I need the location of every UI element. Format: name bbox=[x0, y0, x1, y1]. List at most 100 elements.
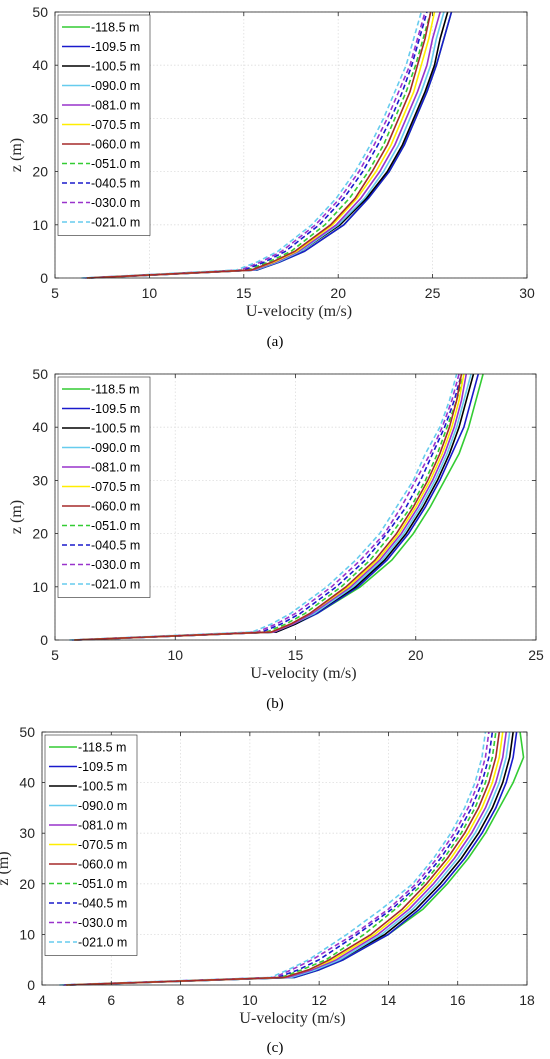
legend: -118.5 m -109.5 m -100.5 m -090.0 m -081.0 m… bbox=[57, 376, 151, 598]
x-tick-label: 15 bbox=[288, 647, 304, 663]
legend-label: -040.5 m bbox=[91, 539, 140, 553]
x-tick-label: 20 bbox=[330, 285, 346, 301]
x-axis-label: U-velocity (m/s) bbox=[246, 303, 352, 320]
legend-label: -030.0 m bbox=[91, 196, 140, 210]
series-line bbox=[81, 11, 423, 279]
series-line bbox=[66, 731, 501, 986]
chart-c: 4 6 8 10 12 14 16 18 0 10 20 30 40 50 U-velocity (m/s)… bbox=[0, 724, 535, 1056]
legend-label: -051.0 m bbox=[78, 877, 127, 891]
legend: -118.5 m -109.5 m -100.5 m -090.0 m -081.0 m… bbox=[44, 734, 138, 956]
y-tick-label: 40 bbox=[19, 775, 35, 791]
series-line bbox=[87, 11, 432, 279]
legend-label: -100.5 m bbox=[91, 60, 140, 74]
series-line bbox=[62, 731, 494, 986]
legend-label: -118.5 m bbox=[78, 741, 126, 755]
legend-label: -118.5 m bbox=[91, 21, 139, 35]
axes-box bbox=[54, 11, 528, 279]
legend-label: -070.5 m bbox=[91, 118, 140, 132]
y-tick-label: 20 bbox=[32, 164, 48, 180]
x-axis-label: U-velocity (m/s) bbox=[239, 1010, 345, 1027]
y-axis-label: z (m) bbox=[8, 138, 25, 172]
series-line bbox=[87, 11, 436, 279]
y-tick-label: 20 bbox=[19, 876, 35, 892]
series-line bbox=[76, 373, 468, 641]
legend-label: -100.5 m bbox=[78, 780, 127, 794]
series-lines bbox=[81, 11, 453, 279]
legend-label: -030.0 m bbox=[91, 558, 140, 572]
legend-label: -060.0 m bbox=[91, 138, 140, 152]
y-axis-label: z (m) bbox=[0, 851, 12, 885]
legend-label: -021.0 m bbox=[91, 216, 140, 230]
legend-label: -109.5 m bbox=[91, 402, 140, 416]
legend-label: -070.5 m bbox=[91, 480, 140, 494]
x-tick-label: 25 bbox=[528, 647, 544, 663]
legend-label: -040.5 m bbox=[91, 177, 140, 191]
legend-label: -060.0 m bbox=[91, 500, 140, 514]
legend-label: -060.0 m bbox=[78, 858, 127, 872]
legend-label: -081.0 m bbox=[78, 819, 127, 833]
y-tick-label: 20 bbox=[32, 526, 48, 542]
axes-box bbox=[41, 731, 528, 986]
series-line bbox=[76, 373, 475, 641]
series-line bbox=[66, 731, 497, 986]
legend-label: -090.0 m bbox=[78, 799, 127, 813]
y-tick-label: 10 bbox=[32, 217, 48, 233]
series-line bbox=[74, 373, 463, 641]
y-tick-label: 50 bbox=[19, 724, 35, 740]
y-tick-label: 40 bbox=[32, 419, 48, 435]
legend-label: -090.0 m bbox=[91, 79, 140, 93]
legend-label: -100.5 m bbox=[91, 422, 140, 436]
legend-label: -118.5 m bbox=[91, 383, 139, 397]
y-tick-label: 10 bbox=[19, 926, 35, 942]
y-axis-label: z (m) bbox=[8, 500, 25, 534]
series-lines bbox=[69, 373, 484, 641]
legend: -118.5 m -109.5 m -100.5 m -090.0 m -081.0 m… bbox=[57, 14, 151, 236]
series-line bbox=[71, 373, 460, 641]
y-tick-label: 0 bbox=[27, 977, 35, 993]
x-tick-label: 5 bbox=[51, 285, 59, 301]
series-line bbox=[87, 11, 432, 279]
series-line bbox=[69, 731, 508, 986]
x-tick-label: 18 bbox=[519, 992, 535, 1008]
legend-label: -051.0 m bbox=[91, 519, 140, 533]
y-tick-label: 30 bbox=[19, 825, 35, 841]
legend-label: -081.0 m bbox=[91, 99, 140, 113]
series-line bbox=[74, 373, 465, 641]
legend-label: -040.5 m bbox=[78, 897, 127, 911]
x-tick-label: 4 bbox=[38, 992, 46, 1008]
legend-label: -070.5 m bbox=[78, 838, 127, 852]
series-lines bbox=[59, 731, 525, 986]
series-line bbox=[69, 731, 525, 986]
x-tick-label: 25 bbox=[425, 285, 441, 301]
series-line bbox=[69, 731, 511, 986]
figure-caption: (c) bbox=[267, 1040, 284, 1056]
x-tick-label: 30 bbox=[519, 285, 535, 301]
legend-label: -021.0 m bbox=[78, 936, 127, 950]
legend-label: -090.0 m bbox=[91, 441, 140, 455]
y-tick-label: 0 bbox=[40, 632, 48, 648]
x-tick-label: 5 bbox=[51, 647, 59, 663]
series-line bbox=[69, 373, 458, 641]
figure-caption: (b) bbox=[266, 696, 284, 712]
legend-label: -109.5 m bbox=[78, 760, 127, 774]
x-tick-label: 8 bbox=[177, 992, 185, 1008]
x-tick-label: 15 bbox=[236, 285, 252, 301]
y-tick-label: 40 bbox=[32, 57, 48, 73]
legend-label: -051.0 m bbox=[91, 157, 140, 171]
y-tick-label: 10 bbox=[32, 579, 48, 595]
x-tick-label: 10 bbox=[242, 992, 258, 1008]
legend-label: -109.5 m bbox=[91, 40, 140, 54]
x-tick-label: 10 bbox=[167, 647, 183, 663]
x-tick-label: 20 bbox=[408, 647, 424, 663]
x-tick-label: 6 bbox=[107, 992, 115, 1008]
x-tick-label: 16 bbox=[450, 992, 466, 1008]
legend-label: -030.0 m bbox=[78, 916, 127, 930]
chart-b: 5 10 15 20 25 0 10 20 30 40 50 U-velocity (m/s) z (m… bbox=[8, 366, 544, 712]
legend-label: -021.0 m bbox=[91, 578, 140, 592]
series-line bbox=[69, 731, 518, 986]
y-tick-label: 0 bbox=[40, 270, 48, 286]
x-tick-label: 14 bbox=[381, 992, 397, 1008]
y-tick-label: 50 bbox=[32, 366, 48, 382]
series-line bbox=[83, 11, 426, 279]
